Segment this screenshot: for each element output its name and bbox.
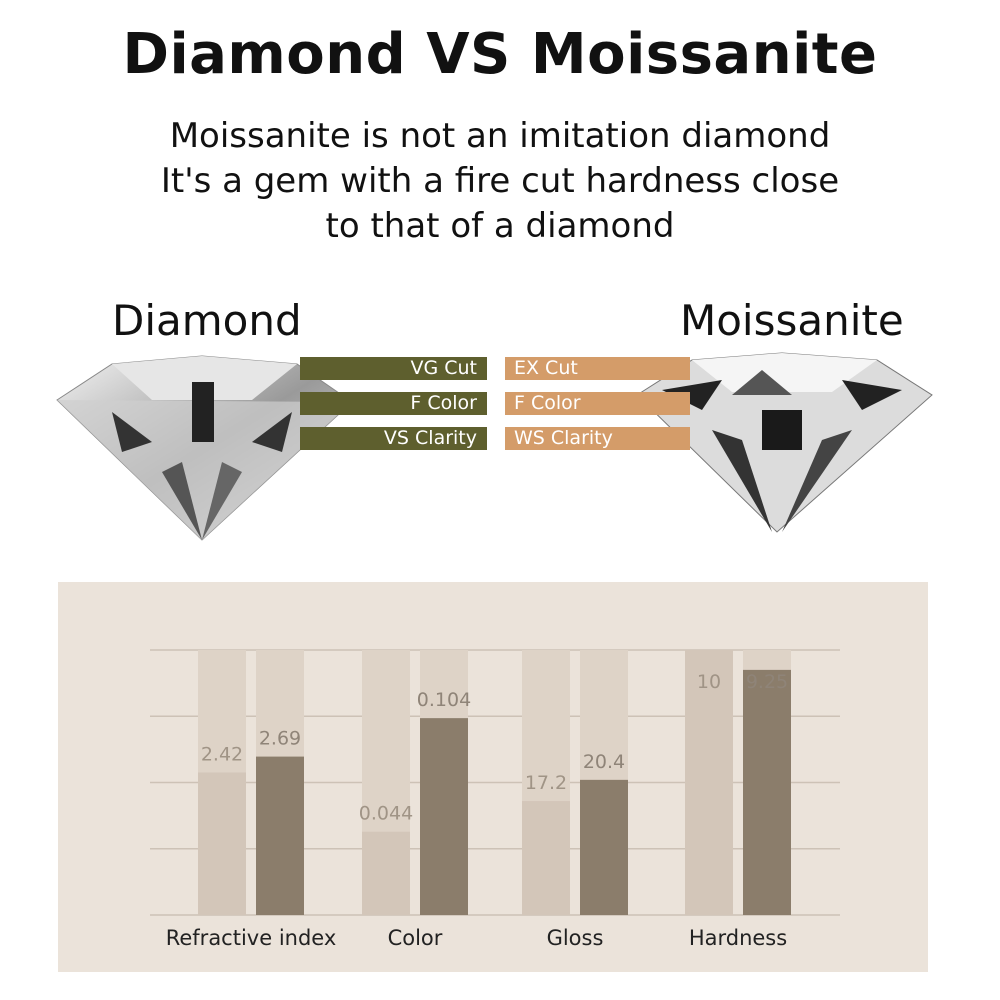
category-label: Refractive index xyxy=(165,926,337,950)
subtitle-line: It's a gem with a fire cut hardness clos… xyxy=(160,161,840,201)
moissanite-label: Moissanite xyxy=(680,296,904,345)
moissanite-clarity-tag: WS Clarity xyxy=(505,427,690,450)
bar xyxy=(198,772,246,915)
data-label: 20.4 xyxy=(583,751,625,773)
diamond-label: Diamond xyxy=(112,296,302,345)
page-title: Diamond VS Moissanite xyxy=(122,22,878,87)
data-label: 2.42 xyxy=(201,743,243,765)
category-label: Hardness xyxy=(688,926,788,950)
bar xyxy=(580,779,628,915)
data-label: 0.104 xyxy=(417,689,471,711)
diamond-color-tag: F Color xyxy=(300,392,487,415)
moissanite-cut-tag: EX Cut xyxy=(505,357,690,380)
moissanite-gem-image xyxy=(636,352,933,533)
data-label: 2.69 xyxy=(259,728,301,750)
subtitle-line: Moissanite is not an imitation diamond xyxy=(169,116,831,156)
moissanite-color-tag: F Color xyxy=(505,392,690,415)
diamond-cut-tag: VG Cut xyxy=(300,357,487,380)
data-label: 17.2 xyxy=(525,772,567,794)
subtitle-line: to that of a diamond xyxy=(325,206,675,246)
data-label: 10 xyxy=(697,671,721,693)
bar xyxy=(743,669,791,915)
data-label: 0.044 xyxy=(359,803,413,825)
bar xyxy=(256,756,304,915)
subtitle: Moissanite is not an imitation diamond I… xyxy=(0,114,1000,249)
category-label: Color xyxy=(387,926,443,950)
data-label: 9.25 xyxy=(746,671,788,693)
bar xyxy=(522,801,570,915)
bar xyxy=(685,650,733,915)
category-label: Gloss xyxy=(546,926,604,950)
bar xyxy=(420,718,468,915)
diamond-clarity-tag: VS Clarity xyxy=(300,427,487,450)
bar xyxy=(362,831,410,915)
diamond-gem-image xyxy=(56,355,353,541)
